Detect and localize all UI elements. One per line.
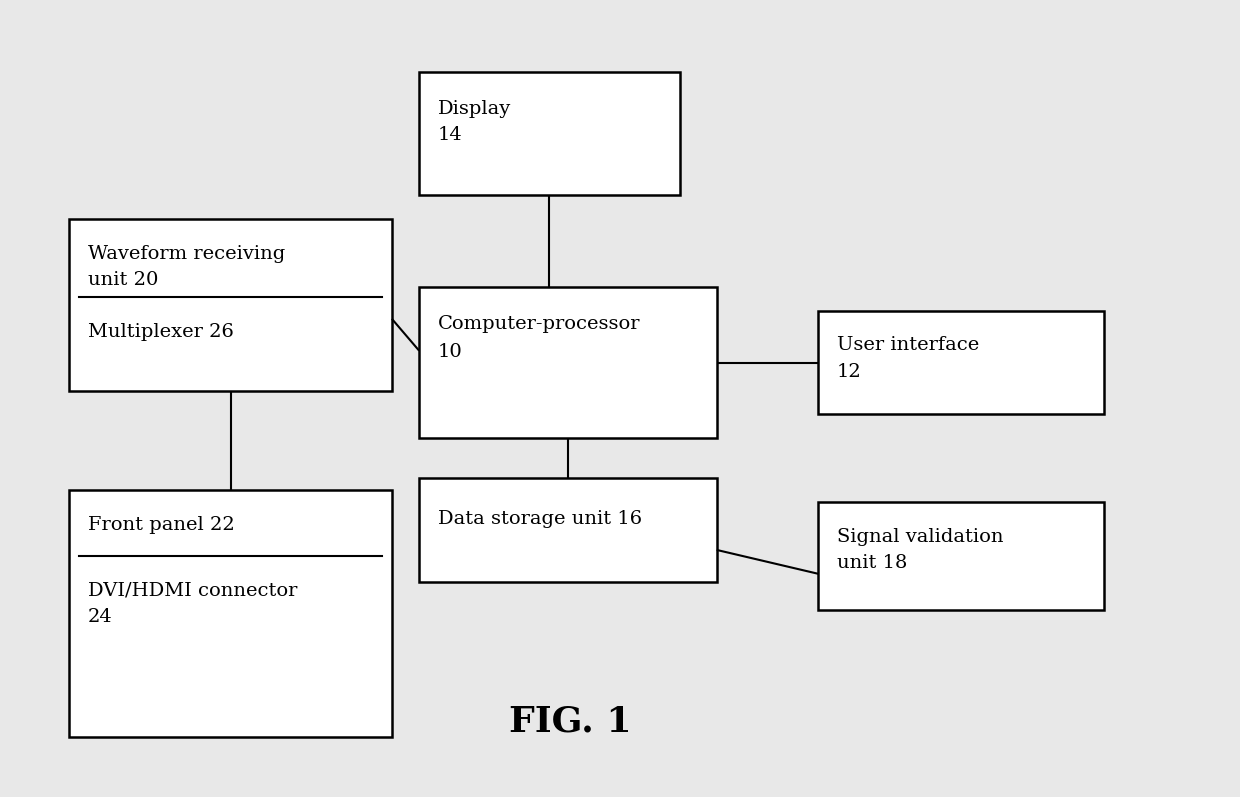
Text: Display: Display (438, 100, 511, 118)
Bar (69, 219, 392, 391)
Bar (419, 287, 717, 438)
Text: Multiplexer 26: Multiplexer 26 (88, 323, 234, 341)
Text: unit 20: unit 20 (88, 271, 159, 289)
Bar (818, 502, 1104, 610)
Text: 10: 10 (438, 343, 463, 361)
Text: 24: 24 (88, 608, 113, 626)
Text: User interface: User interface (837, 336, 980, 355)
Text: 12: 12 (837, 363, 862, 381)
Text: Computer-processor: Computer-processor (438, 315, 640, 333)
Bar (818, 311, 1104, 414)
Bar (419, 478, 717, 582)
Text: unit 18: unit 18 (837, 554, 908, 572)
Text: FIG. 1: FIG. 1 (510, 705, 631, 738)
Text: DVI/HDMI connector: DVI/HDMI connector (88, 582, 298, 600)
Text: Signal validation: Signal validation (837, 528, 1003, 546)
Text: Data storage unit 16: Data storage unit 16 (438, 510, 642, 528)
Text: Waveform receiving: Waveform receiving (88, 245, 285, 263)
Text: 14: 14 (438, 126, 463, 144)
Text: Front panel 22: Front panel 22 (88, 516, 234, 534)
Bar (69, 490, 392, 737)
Bar (419, 72, 680, 195)
